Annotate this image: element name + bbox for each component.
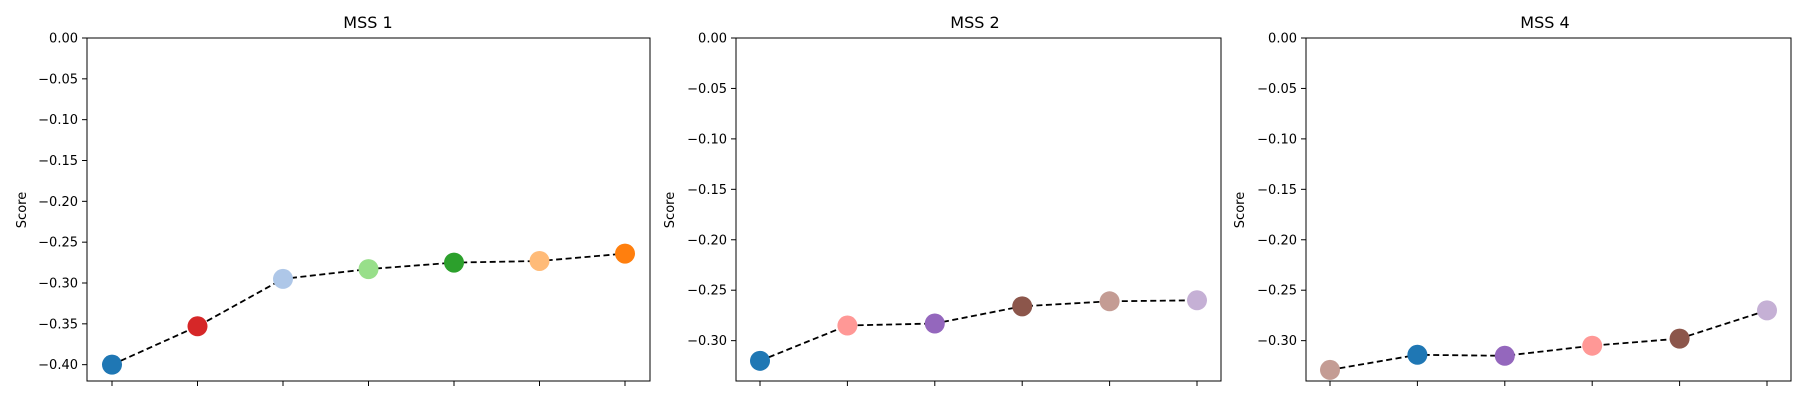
- series-line: [750, 290, 1207, 371]
- y-tick-label: −0.15: [38, 154, 78, 169]
- data-point: [273, 268, 293, 289]
- subplot-mss-2: MSS 2 Score 0.00 −0.05 −0.10 −0.15 −0.20 −0.2…: [663, 13, 1222, 386]
- series-line: [102, 243, 635, 375]
- y-tick-label: −0.40: [38, 358, 78, 373]
- data-point: [1187, 290, 1207, 311]
- y-tick-label: −0.25: [38, 236, 78, 251]
- y-axis: 0.00 −0.05 −0.10 −0.15 −0.20 −0.25 −0.30 −0.35 −…: [38, 32, 87, 373]
- data-point: [615, 243, 635, 264]
- data-point: [1099, 291, 1120, 312]
- data-point: [1012, 296, 1033, 317]
- y-tick-label: −0.30: [1257, 334, 1297, 349]
- y-axis-label: Score: [1233, 192, 1248, 228]
- subplot-mss-1: MSS 1 Score 0.00 −0.05 −0.10 −0.15 −0.20 −0.2…: [15, 13, 651, 386]
- y-tick-label: −0.20: [1257, 233, 1297, 248]
- y-tick-label: −0.20: [38, 195, 78, 210]
- chart-title: MSS 4: [1520, 13, 1569, 32]
- data-point: [102, 354, 122, 375]
- y-tick-label: −0.05: [687, 82, 727, 97]
- y-axis-label: Score: [15, 192, 30, 228]
- y-axis-label: Score: [663, 192, 678, 228]
- y-tick-label: −0.25: [1257, 284, 1297, 299]
- y-tick-label: −0.05: [38, 72, 78, 87]
- data-point: [1582, 335, 1603, 356]
- data-point: [444, 252, 464, 273]
- y-tick-label: −0.25: [687, 284, 727, 299]
- y-tick-label: −0.35: [38, 317, 78, 332]
- y-axis: 0.00 −0.05 −0.10 −0.15 −0.20 −0.25 −0.30: [687, 32, 736, 349]
- y-tick-label: 0.00: [698, 32, 727, 47]
- subplot-mss-4: MSS 4 Score 0.00 −0.05 −0.10 −0.15 −0.20 −0.2…: [1233, 13, 1792, 386]
- chart-title: MSS 2: [950, 13, 999, 32]
- plot-area-frame: [1305, 37, 1792, 382]
- data-point: [187, 316, 208, 337]
- series-dashed-line: [1329, 309, 1768, 371]
- y-axis: 0.00 −0.05 −0.10 −0.15 −0.20 −0.25 −0.30: [1257, 32, 1306, 349]
- data-point: [924, 313, 945, 334]
- data-point: [358, 259, 379, 280]
- x-axis: [111, 381, 626, 386]
- data-point: [1669, 328, 1690, 349]
- data-point: [1494, 345, 1515, 366]
- series-line: [1320, 300, 1777, 380]
- y-tick-label: −0.15: [1257, 183, 1297, 198]
- data-point: [1320, 359, 1340, 380]
- y-tick-label: −0.30: [687, 334, 727, 349]
- y-tick-label: −0.10: [38, 113, 78, 128]
- y-tick-label: 0.00: [1268, 32, 1297, 47]
- chart-title: MSS 1: [343, 13, 392, 32]
- series-dashed-line: [759, 299, 1198, 362]
- data-point: [1407, 344, 1428, 365]
- y-tick-label: −0.15: [687, 183, 727, 198]
- data-point: [750, 350, 770, 371]
- plot-area-frame: [86, 37, 651, 382]
- data-point: [1757, 300, 1777, 321]
- y-tick-label: −0.20: [687, 233, 727, 248]
- plot-area-frame: [735, 37, 1222, 382]
- x-axis: [1329, 381, 1768, 386]
- y-tick-label: −0.10: [1257, 132, 1297, 147]
- y-tick-label: 0.00: [49, 32, 78, 47]
- y-tick-label: −0.05: [1257, 82, 1297, 97]
- y-tick-label: −0.10: [687, 132, 727, 147]
- x-axis: [759, 381, 1198, 386]
- data-point: [837, 315, 858, 336]
- data-point: [529, 250, 550, 271]
- y-tick-label: −0.30: [38, 277, 78, 292]
